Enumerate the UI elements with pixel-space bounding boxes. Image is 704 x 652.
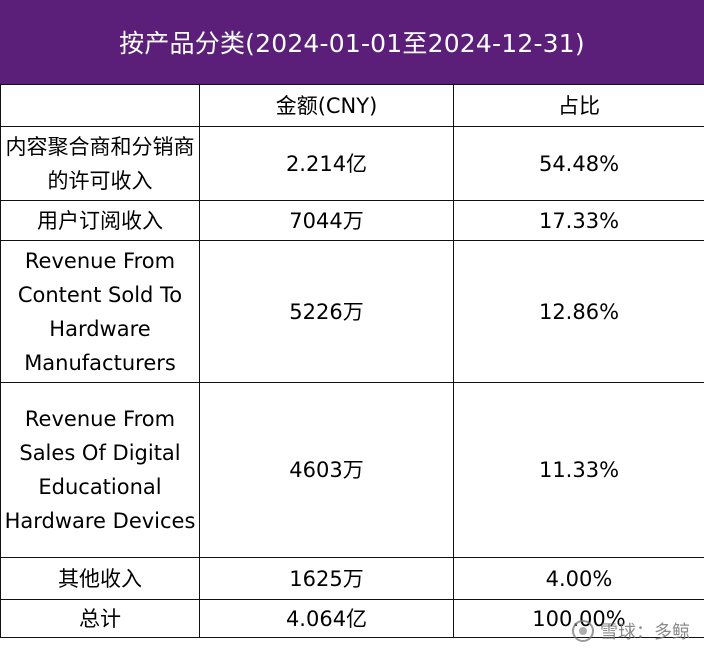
row-category: 总计 bbox=[0, 599, 200, 638]
table-row: Revenue From Content Sold To Hardware Ma… bbox=[0, 240, 704, 383]
row-amount: 1625万 bbox=[199, 557, 454, 600]
row-amount: 4.064亿 bbox=[199, 599, 454, 638]
row-amount: 7044万 bbox=[199, 200, 454, 241]
row-share: 54.48% bbox=[453, 126, 704, 201]
row-share: 17.33% bbox=[453, 200, 704, 241]
table-total-row: 总计 4.064亿 100.00% bbox=[0, 599, 704, 638]
row-amount: 4603万 bbox=[199, 382, 454, 558]
row-category: Revenue From Sales Of Digital Educationa… bbox=[0, 382, 200, 558]
row-category: 内容聚合商和分销商的许可收入 bbox=[0, 126, 200, 201]
table-title-banner: 按产品分类(2024-01-01至2024-12-31) bbox=[0, 0, 704, 84]
column-header-share: 占比 bbox=[453, 84, 704, 127]
revenue-by-product-table: 金额(CNY) 占比 内容聚合商和分销商的许可收入 2.214亿 54.48% … bbox=[0, 84, 704, 638]
row-amount: 2.214亿 bbox=[199, 126, 454, 201]
row-category: 用户订阅收入 bbox=[0, 200, 200, 241]
table-row: 内容聚合商和分销商的许可收入 2.214亿 54.48% bbox=[0, 126, 704, 201]
row-category: Revenue From Content Sold To Hardware Ma… bbox=[0, 240, 200, 383]
row-share: 12.86% bbox=[453, 240, 704, 383]
table-row: 用户订阅收入 7044万 17.33% bbox=[0, 200, 704, 241]
table-row: Revenue From Sales Of Digital Educationa… bbox=[0, 382, 704, 558]
column-header-amount: 金额(CNY) bbox=[199, 84, 454, 127]
column-header-category bbox=[0, 84, 200, 127]
row-share: 4.00% bbox=[453, 557, 704, 600]
table-header-row: 金额(CNY) 占比 bbox=[0, 84, 704, 127]
table-row: 其他收入 1625万 4.00% bbox=[0, 557, 704, 600]
row-share: 100.00% bbox=[453, 599, 704, 638]
row-category: 其他收入 bbox=[0, 557, 200, 600]
row-amount: 5226万 bbox=[199, 240, 454, 383]
table-title: 按产品分类(2024-01-01至2024-12-31) bbox=[119, 29, 585, 58]
row-share: 11.33% bbox=[453, 382, 704, 558]
